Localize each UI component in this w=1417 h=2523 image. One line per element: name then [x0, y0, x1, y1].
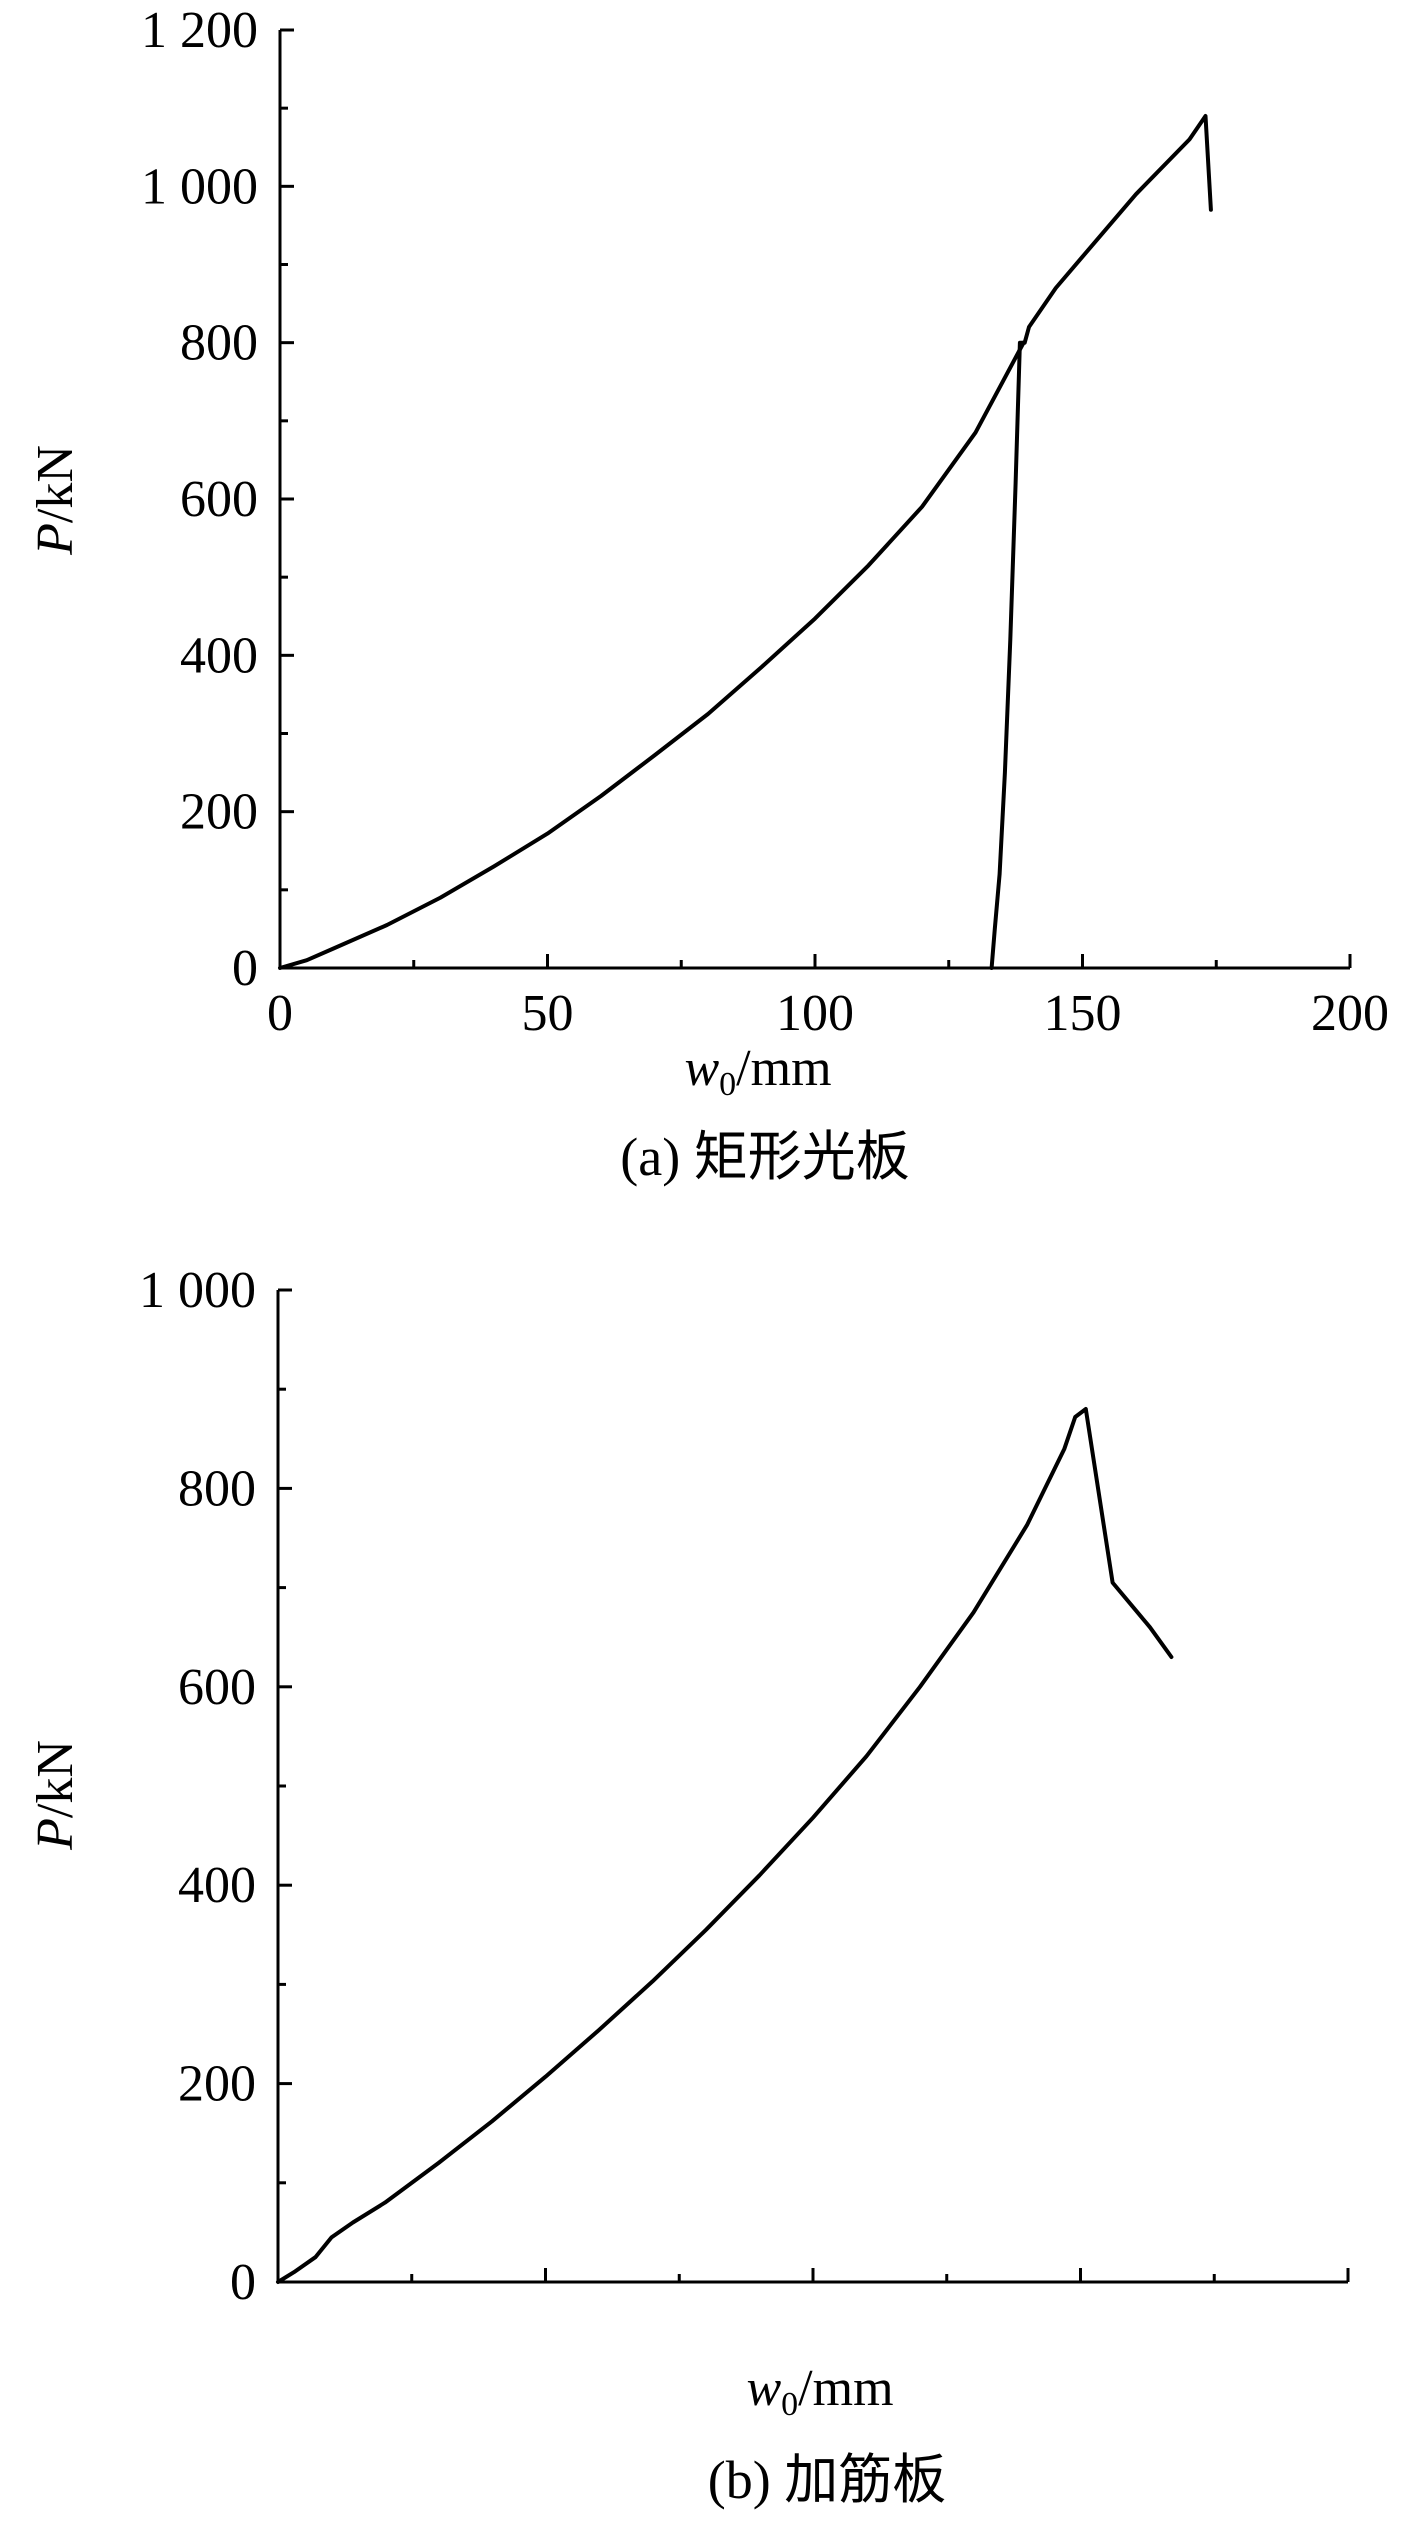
series-line-1: [278, 340, 1026, 970]
x-tick-label: 50: [522, 985, 574, 1042]
x-tick-label: 100: [776, 985, 854, 1042]
y-tick-label: 200: [180, 784, 258, 841]
series-line-2: [989, 114, 1213, 970]
y-tick-label: 1 000: [139, 1262, 256, 1319]
y-axis-title-a: P/kN: [27, 445, 84, 556]
y-tick-label: 400: [180, 627, 258, 684]
plot-area-b: 0 200 400 600 800 1 000: [139, 1262, 1350, 2311]
caption-a: (a) 矩形光板: [620, 1127, 909, 1187]
x-tick-label: 150: [1044, 985, 1122, 1042]
y-tick-label: 800: [180, 315, 258, 372]
series-line-1: [276, 1407, 1174, 2284]
caption-b: (b) 加筋板: [708, 2450, 946, 2510]
y-tick-label: 600: [180, 471, 258, 528]
y-tick-label: 400: [178, 1857, 256, 1914]
y-tick-label: 800: [178, 1460, 256, 1517]
y-tick-label: 0: [232, 940, 258, 997]
x-axis-title-a: w0/mm: [684, 1040, 831, 1103]
y-tick-label: 600: [178, 1659, 256, 1716]
y-tick-label: 200: [178, 2056, 256, 2113]
y-axis-title-b: P/kN: [27, 1740, 84, 1851]
chart-panel-a: 0 200 400 600 800 1 000 1 200 0 50 100 150 200 P/kN…: [27, 2, 1389, 1187]
x-axis-title-b: w0/mm: [746, 2360, 893, 2423]
x-tick-label: 200: [1311, 985, 1389, 1042]
y-tick-label: 1 000: [141, 158, 258, 215]
y-tick-label: 0: [230, 2254, 256, 2311]
y-tick-label: 1 200: [141, 2, 258, 59]
plot-area-a: 0 200 400 600 800 1 000 1 200 0 50 100 150 200: [141, 2, 1389, 1042]
x-tick-label: 0: [267, 985, 293, 1042]
chart-panel-b: 0 200 400 600 800 1 000 P/kN w0/mm (b) 加筋板: [27, 1262, 1350, 2510]
